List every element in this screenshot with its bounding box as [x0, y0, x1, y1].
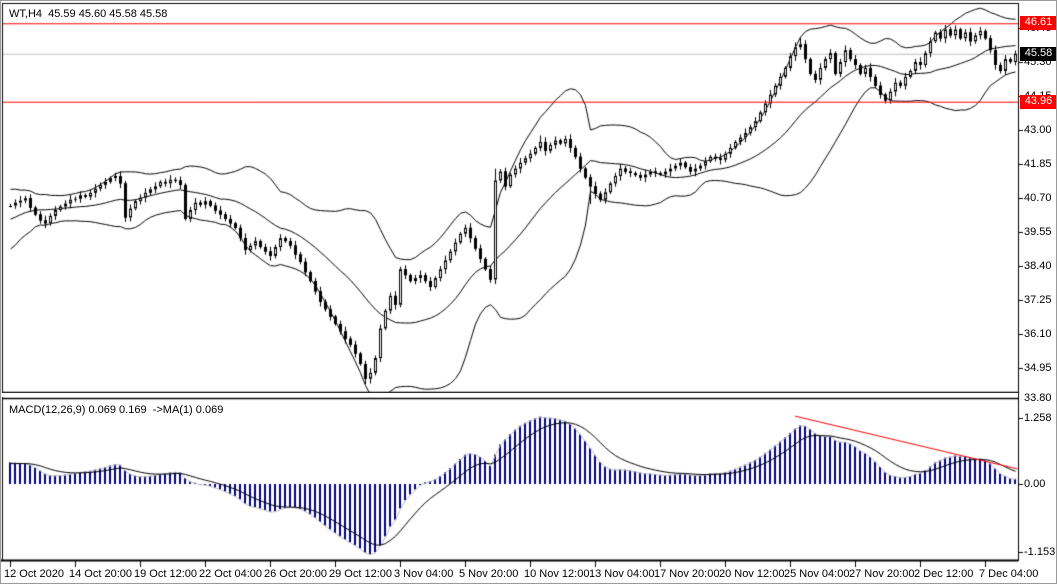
price-tick-label: 39.55 [1024, 226, 1052, 238]
resistance-price-badge: 46.61 [1020, 16, 1056, 30]
panel-splitter[interactable] [1, 393, 1018, 397]
time-tick-label: 5 Nov 20:00 [459, 568, 519, 580]
time-tick-label: 7 Dec 04:00 [979, 568, 1039, 580]
macd-tick-label: 1.258 [1024, 412, 1052, 424]
macd-tick-label: -1.153 [1024, 546, 1056, 558]
time-tick-label: 20 Nov 12:00 [719, 568, 785, 580]
support-price-badge: 43.96 [1020, 95, 1056, 109]
time-tick-label: 2 Dec 12:00 [914, 568, 974, 580]
price-tick-label: 43.00 [1024, 124, 1052, 136]
time-tick-label: 26 Oct 20:00 [264, 568, 327, 580]
price-tick-label: 40.70 [1024, 192, 1052, 204]
time-tick-label: 17 Nov 20:00 [654, 568, 720, 580]
time-tick-label: 22 Oct 04:00 [199, 568, 262, 580]
symbol-ohlc-label: WT,H4 45.59 45.60 45.58 45.58 [9, 8, 168, 20]
time-tick-label: 19 Oct 12:00 [134, 568, 197, 580]
price-tick-label: 37.25 [1024, 294, 1052, 306]
macd-indicator-label: MACD(12,26,9) 0.069 0.169 ->MA(1) 0.069 [9, 404, 224, 416]
time-tick-label: 25 Nov 04:00 [784, 568, 850, 580]
price-tick-label: 41.85 [1024, 158, 1052, 170]
time-tick-label: 27 Nov 20:00 [849, 568, 915, 580]
time-tick-label: 29 Oct 12:00 [329, 568, 392, 580]
time-tick-label: 10 Nov 12:00 [524, 568, 590, 580]
price-tick-label: 36.10 [1024, 328, 1052, 340]
macd-tick-label: 0.00 [1024, 478, 1046, 490]
time-tick-label: 13 Nov 04:00 [589, 568, 655, 580]
current-price-badge: 45.58 [1020, 47, 1056, 61]
time-tick-label: 3 Nov 04:00 [394, 568, 454, 580]
time-tick-label: 12 Oct 2020 [4, 568, 64, 580]
price-tick-label: 34.95 [1024, 362, 1052, 374]
time-tick-label: 14 Oct 20:00 [69, 568, 132, 580]
price-tick-label: 38.40 [1024, 260, 1052, 272]
price-tick-label: 33.80 [1024, 392, 1052, 404]
